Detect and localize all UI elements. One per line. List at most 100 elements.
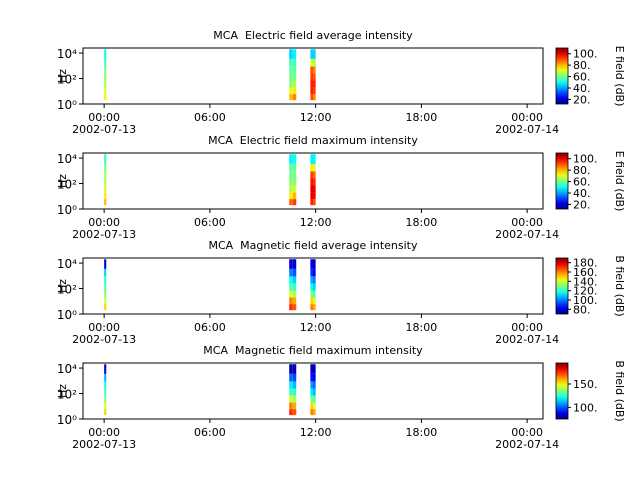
y-tick-label: 10² [57,388,77,402]
spectrogram-cell [310,73,313,81]
spectrogram-cell [313,178,316,186]
spectrogram-cell [292,283,297,291]
y-tick-label: 10² [57,283,77,297]
spectrogram-cell [289,73,293,81]
colorbar-tick-label: 40. [573,82,591,95]
colorbar [555,257,569,315]
spectrogram-cell [292,268,297,277]
colorbar-tick-label: 150. [573,378,598,391]
spectrogram-cell [289,80,293,88]
spectrogram-cell [292,171,297,179]
spectrogram-cell [310,80,313,88]
spectrogram-cell [104,395,107,403]
x-tick-label: 06:00 [194,426,226,439]
colorbar-tick-label: 180. [573,257,598,270]
spectrogram-cell [289,276,293,284]
spectrogram-cell [104,185,107,193]
spectrogram-cell [292,185,297,193]
x-tick-label: 06:00 [194,111,226,124]
x-tick-label: 18:00 [406,321,438,334]
spectrogram-cell [313,373,316,382]
x-tick-label: 00:00 2002-07-14 [495,321,559,346]
spectrogram-cell [289,94,293,101]
x-tick-line: 12:00 [300,111,332,124]
spectrogram-cell [310,283,313,291]
y-tick-label: 10⁴ [57,362,77,376]
colorbar-tick-label: 80. [573,303,591,316]
x-tick-line: 2002-07-14 [495,438,559,451]
colorbar-label: E field (dB) [613,46,626,107]
y-tick-label: 10⁴ [57,47,77,61]
colorbar-tick-label: 100. [573,401,598,414]
spectrogram-cell [104,87,107,95]
spectrogram-cell [289,283,293,291]
y-tick-label: 10⁰ [57,98,77,112]
x-tick-label: 12:00 [300,216,332,229]
colorbar-tick-label: 40. [573,187,591,200]
x-tick-line: 18:00 [406,111,438,124]
spectrogram-cell [313,66,316,74]
colorbar-tick-label: 60. [573,71,591,84]
plot-frame [82,152,544,210]
spectrogram-cell [292,297,297,305]
spectrogram-cell [104,94,107,101]
colorbar-tick-label: 140. [573,275,598,288]
spectrogram-cell [292,192,297,200]
x-tick-line: 00:00 [88,426,120,439]
x-tick-label: 18:00 [406,216,438,229]
colorbar-label: B field (dB) [613,360,626,421]
spectrogram-cell [292,388,297,396]
x-tick-label: 00:00 2002-07-13 [72,216,136,241]
spectrogram-cell [313,395,316,403]
spectrogram-cell [310,185,313,193]
spectrogram-cell [313,276,316,284]
x-tick-line: 18:00 [406,321,438,334]
chart-title: MCA Magnetic field maximum intensity [203,344,423,357]
x-tick-label: 18:00 [406,426,438,439]
spectrogram-cell [310,171,313,179]
spectrogram-cell [313,94,316,101]
spectrogram-cell [289,364,293,374]
y-axis-label: Hz [56,69,69,83]
spectrogram-cell [310,199,313,206]
spectrogram-cell [289,163,293,172]
x-tick-line: 06:00 [194,426,226,439]
colorbar-tick-label: 60. [573,176,591,189]
spectrogram-cell [292,199,297,206]
spectrogram-cell [310,364,313,374]
spectrogram-cell [292,66,297,74]
spectrogram-cell [310,395,313,403]
x-tick-line: 06:00 [194,111,226,124]
spectrogram-cell [292,49,297,59]
spectrogram-cell [313,409,316,416]
spectrogram-cell [104,409,107,416]
spectrogram-cell [292,304,297,311]
spectrogram-cell [310,373,313,382]
spectrogram-cell [310,259,313,269]
x-tick-label: 06:00 [194,216,226,229]
spectrogram-cell [313,381,316,389]
spectrogram-cell [313,80,316,88]
spectrogram-cell [310,290,313,298]
spectrogram-cell [104,171,107,179]
spectrogram-cell [313,185,316,193]
x-tick-label: 00:00 2002-07-14 [495,216,559,241]
colorbar [555,152,569,210]
chart-title: MCA Electric field maximum intensity [208,134,418,147]
y-tick-label: 10⁰ [57,203,77,217]
colorbar-tick-label: 80. [573,59,591,72]
spectrogram-cell [289,58,293,67]
x-tick-line: 12:00 [300,216,332,229]
y-tick-label: 10² [57,178,77,192]
x-tick-line: 2002-07-13 [72,123,136,136]
spectrogram-cell [289,49,293,59]
x-tick-line: 18:00 [406,216,438,229]
x-tick-label: 00:00 2002-07-14 [495,111,559,136]
spectrogram-cell [310,297,313,305]
colorbar-label: B field (dB) [613,255,626,316]
spectrogram-cell [292,402,297,410]
spectrogram-cell [313,402,316,410]
spectrogram-cell [310,276,313,284]
spectrogram-cell [104,297,107,305]
spectrogram-cell [310,58,313,67]
